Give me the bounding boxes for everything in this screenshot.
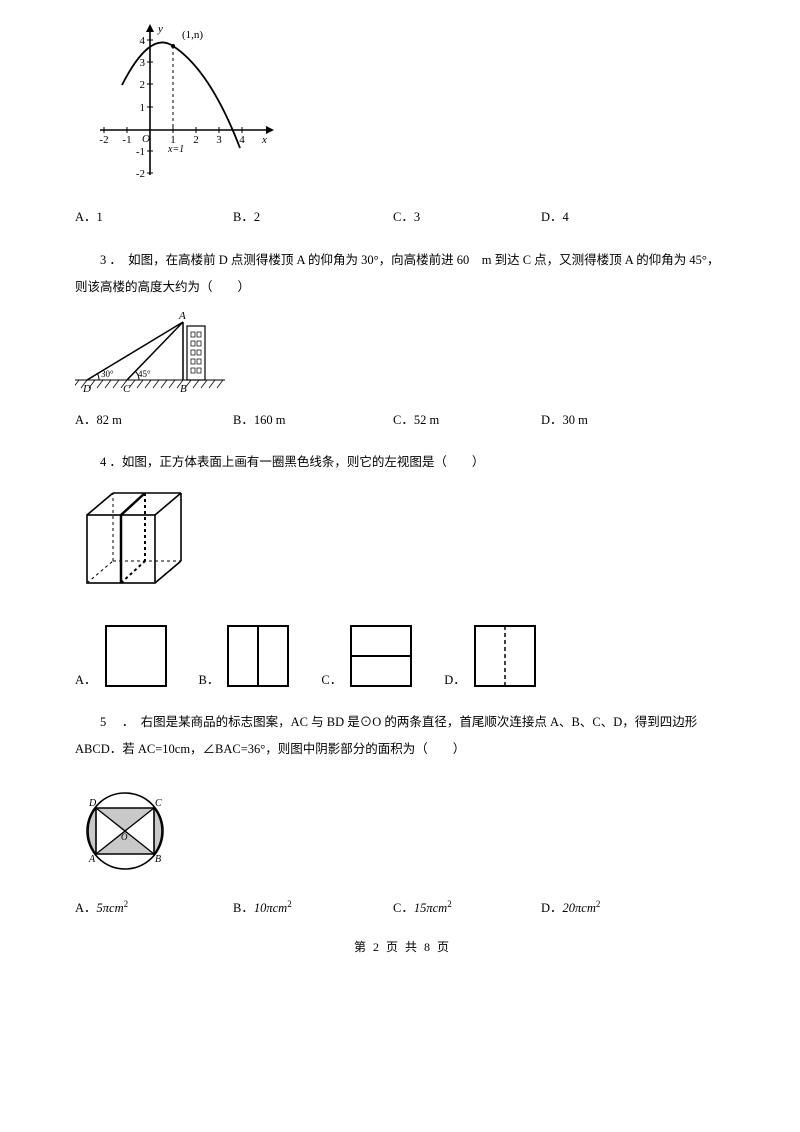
svg-text:4: 4 bbox=[140, 35, 146, 47]
q5-opt-b: B．10πcm2 bbox=[233, 897, 393, 919]
svg-text:C: C bbox=[123, 383, 131, 395]
q2-parabola-graph: -2 -1 1 2 3 4 1 2 3 4 -1 bbox=[90, 20, 730, 197]
q3-diagram: 30° 45° D C B A bbox=[75, 310, 730, 402]
q2-opt-c: C．3 bbox=[393, 207, 541, 228]
q3-text: 3 ． 如图，在高楼前 D 点测得楼顶 A 的仰角为 30°，向高楼前进 60 … bbox=[75, 247, 730, 302]
svg-text:(1,n): (1,n) bbox=[182, 29, 203, 41]
svg-text:3: 3 bbox=[216, 134, 222, 146]
q5-text: 5 ． 右图是某商品的标志图案，AC 与 BD 是⊙O 的两条直径，首尾顺次连接… bbox=[75, 709, 730, 764]
q5-options: A．5πcm2 B．10πcm2 C．15πcm2 D．20πcm2 bbox=[75, 897, 730, 919]
q5-circle-diagram: A B C D O bbox=[75, 786, 730, 883]
q3-opt-c: C．52 m bbox=[393, 410, 541, 431]
svg-text:O: O bbox=[121, 832, 128, 842]
q4-text: 4 ．如图，正方体表面上画有一圈黑色线条，则它的左视图是（ ） bbox=[75, 449, 730, 477]
svg-text:A: A bbox=[178, 310, 186, 322]
q2-opt-b: B．2 bbox=[233, 207, 393, 228]
svg-text:3: 3 bbox=[140, 57, 146, 69]
svg-text:B: B bbox=[155, 854, 161, 865]
q3-opt-a: A．82 m bbox=[75, 410, 233, 431]
q4-opt-a-figure bbox=[101, 621, 171, 691]
svg-text:D: D bbox=[82, 383, 91, 395]
q4-opt-c-label: C． bbox=[321, 670, 342, 691]
q4-cube bbox=[75, 485, 730, 607]
q5-body: ． 右图是某商品的标志图案，AC 与 BD 是⊙O 的两条直径，首尾顺次连接点 … bbox=[75, 715, 697, 757]
q4-opt-c-figure bbox=[346, 621, 416, 691]
svg-text:-2: -2 bbox=[99, 134, 108, 146]
q4-opt-a-label: A． bbox=[75, 670, 97, 691]
svg-text:-1: -1 bbox=[122, 134, 131, 146]
q2-opt-d: D．4 bbox=[541, 207, 569, 228]
svg-text:O: O bbox=[142, 133, 150, 145]
svg-text:x: x bbox=[261, 134, 267, 146]
q2-options: A．1 B．2 C．3 D．4 bbox=[75, 207, 730, 228]
svg-text:2: 2 bbox=[140, 79, 146, 91]
svg-text:2: 2 bbox=[193, 134, 199, 146]
svg-text:45°: 45° bbox=[138, 369, 151, 379]
svg-text:-2: -2 bbox=[136, 168, 145, 180]
q2-opt-a: A．1 bbox=[75, 207, 233, 228]
svg-text:4: 4 bbox=[239, 134, 245, 146]
q4-num: 4 bbox=[100, 455, 106, 469]
svg-text:A: A bbox=[88, 854, 96, 865]
q3-body: ． 如图，在高楼前 D 点测得楼顶 A 的仰角为 30°，向高楼前进 60 m … bbox=[75, 253, 719, 295]
svg-text:D: D bbox=[88, 798, 97, 809]
q3-opt-b: B．160 m bbox=[233, 410, 393, 431]
q4-opt-b-label: B． bbox=[199, 670, 220, 691]
svg-text:y: y bbox=[157, 23, 163, 35]
q4-figure-options: A． B． C． D． bbox=[75, 621, 730, 691]
svg-text:B: B bbox=[180, 383, 187, 395]
q4-body: ．如图，正方体表面上画有一圈黑色线条，则它的左视图是（ ） bbox=[109, 455, 484, 469]
svg-text:x=1: x=1 bbox=[167, 144, 184, 155]
svg-text:30°: 30° bbox=[101, 369, 114, 379]
q3-options: A．82 m B．160 m C．52 m D．30 m bbox=[75, 410, 730, 431]
svg-text:-1: -1 bbox=[136, 146, 145, 158]
q5-opt-d: D．20πcm2 bbox=[541, 897, 600, 919]
q3-opt-d: D．30 m bbox=[541, 410, 588, 431]
q4-opt-d-label: D． bbox=[444, 670, 466, 691]
q5-opt-a: A．5πcm2 bbox=[75, 897, 233, 919]
page-footer: 第 2 页 共 8 页 bbox=[75, 937, 730, 957]
q4-opt-d-figure bbox=[470, 621, 540, 691]
q3-num: 3 bbox=[100, 253, 106, 267]
svg-text:C: C bbox=[155, 798, 162, 809]
q4-opt-b-figure bbox=[223, 621, 293, 691]
svg-text:1: 1 bbox=[140, 102, 146, 114]
q5-num: 5 bbox=[100, 715, 106, 729]
q5-opt-c: C．15πcm2 bbox=[393, 897, 541, 919]
